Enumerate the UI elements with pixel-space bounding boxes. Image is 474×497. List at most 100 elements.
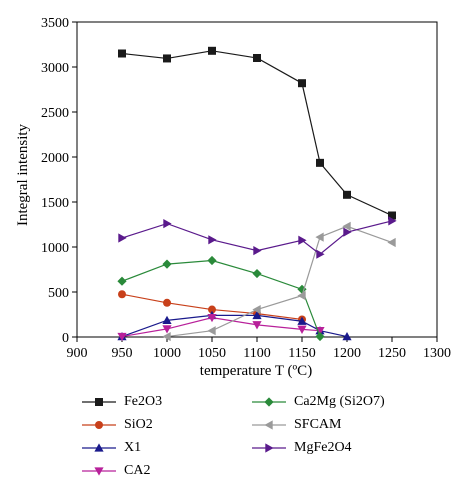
legend-swatch (252, 420, 286, 430)
series-line-ca2 (121, 317, 321, 338)
data-point-x1 (162, 315, 172, 325)
data-point-sfcam (207, 326, 216, 336)
legend-swatch-marker (264, 397, 274, 407)
legend-item: X1 (82, 438, 141, 458)
data-point-fe2o3 (388, 211, 396, 220)
data-point-sfcam (162, 331, 171, 342)
legend-item: MgFe2O4 (252, 438, 352, 458)
x-tick-label: 1050 (198, 346, 226, 361)
axes: 900 950 1000 1050 1100 1150 1200 1250 1300 0 500 10… (41, 16, 451, 361)
legend-item: SiO2 (82, 415, 153, 435)
data-point-mgfe2o4 (343, 227, 352, 237)
data-point-fe2o3 (208, 46, 216, 55)
data-point-fe2o3 (343, 190, 351, 199)
plot-frame (76, 21, 438, 338)
y-tick-label: 1500 (41, 196, 69, 211)
data-point-ca2 (117, 332, 127, 342)
y-tick-label: 500 (48, 286, 69, 301)
legend-label: X1 (124, 440, 142, 455)
legend-label: Fe2O3 (124, 394, 163, 409)
legend-swatch (82, 467, 116, 476)
data-point-ca2mg-si2o7 (162, 259, 172, 269)
y-tick-label: 1000 (41, 241, 69, 256)
data-point-fe2o3 (298, 79, 306, 88)
legend-label: MgFe2O4 (294, 440, 352, 455)
legend-swatch (82, 421, 116, 429)
data-point-mgfe2o4 (388, 216, 397, 226)
data-point-ca2mg-si2o7 (315, 331, 325, 342)
data-point-ca2 (297, 325, 307, 334)
x-tick-label: 1300 (423, 346, 451, 361)
series-line-ca2mg-si2o7 (121, 259, 321, 337)
chart-area: 900 950 1000 1050 1100 1150 1200 1250 1300 0 500 10… (15, 16, 451, 379)
series-mgfe2o4 (118, 216, 397, 259)
legend: Fe2O3 SiO2 X1 CA2 Ca2Mg (Si2O7) SFCAM MgFe2O4 (82, 392, 462, 492)
data-point-mgfe2o4 (253, 246, 262, 256)
data-point-sfcam (252, 304, 261, 315)
data-point-sfcam (342, 221, 351, 231)
data-point-x1 (252, 310, 262, 320)
data-point-ca2mg-si2o7 (252, 268, 262, 279)
data-point-mgfe2o4 (208, 235, 217, 245)
legend-swatch-marker (264, 420, 273, 430)
x-tick-label: 1100 (243, 346, 270, 361)
data-point-mgfe2o4 (298, 235, 307, 245)
data-point-ca2mg-si2o7 (117, 276, 127, 286)
legend-item: Fe2O3 (82, 392, 162, 412)
series-sfcam (162, 221, 396, 342)
series-ca2mg-si2o7 (117, 255, 325, 342)
data-point-fe2o3 (163, 54, 171, 63)
data-point-sfcam (297, 291, 306, 301)
data-point-x1 (297, 316, 307, 325)
data-point-mgfe2o4 (316, 249, 325, 259)
data-point-ca2mg-si2o7 (207, 255, 217, 266)
x-tick-label: 900 (67, 346, 88, 361)
data-point-x1 (342, 331, 352, 341)
legend-swatch-marker (94, 443, 104, 452)
y-tick-label: 3000 (41, 61, 69, 76)
y-tick-label: 2500 (41, 106, 69, 121)
x-axis-label: temperature T (ºC) (200, 363, 312, 379)
legend-label: Ca2Mg (Si2O7) (294, 394, 385, 409)
data-point-mgfe2o4 (163, 219, 172, 229)
legend-label: SFCAM (294, 417, 342, 432)
x-tick-label: 1000 (153, 346, 181, 361)
legend-swatch-marker (95, 398, 103, 406)
data-point-sio2 (208, 305, 216, 314)
legend-item: Ca2Mg (Si2O7) (252, 392, 385, 412)
legend-swatch (252, 443, 286, 453)
data-point-ca2 (252, 321, 262, 330)
x-tick-label: 1150 (288, 346, 315, 361)
legend-swatch (82, 398, 116, 406)
legend-swatch-marker (94, 467, 104, 476)
legend-swatch (82, 443, 116, 452)
legend-swatch (252, 397, 286, 407)
data-point-sfcam (315, 232, 324, 242)
legend-swatch-marker (265, 443, 274, 453)
x-tick-label: 950 (112, 346, 133, 361)
data-point-mgfe2o4 (118, 233, 127, 243)
y-tick-label: 3500 (41, 16, 69, 31)
legend-item: CA2 (82, 461, 150, 481)
data-point-ca2 (207, 313, 217, 323)
y-axis-label: Integral intensity (15, 123, 31, 226)
y-tick-label: 0 (62, 331, 69, 346)
line-chart: 900 950 1000 1050 1100 1150 1200 1250 1300 0 500 10… (15, 16, 451, 379)
data-point-fe2o3 (253, 54, 261, 62)
data-point-sfcam (387, 237, 396, 248)
legend-label: CA2 (124, 463, 151, 478)
data-point-fe2o3 (316, 158, 324, 167)
legend-label: SiO2 (124, 417, 153, 432)
series-layer (117, 46, 397, 342)
legend-item: SFCAM (252, 415, 341, 435)
data-point-sio2 (163, 298, 171, 307)
data-point-sio2 (118, 290, 126, 299)
legend-swatch-marker (95, 421, 103, 429)
y-tick-label: 2000 (41, 151, 69, 166)
series-line-fe2o3 (121, 50, 393, 217)
data-point-fe2o3 (118, 49, 126, 58)
x-tick-label: 1250 (378, 346, 406, 361)
data-point-ca2 (162, 325, 172, 334)
x-tick-label: 1200 (333, 346, 361, 361)
series-line-mgfe2o4 (121, 220, 393, 255)
